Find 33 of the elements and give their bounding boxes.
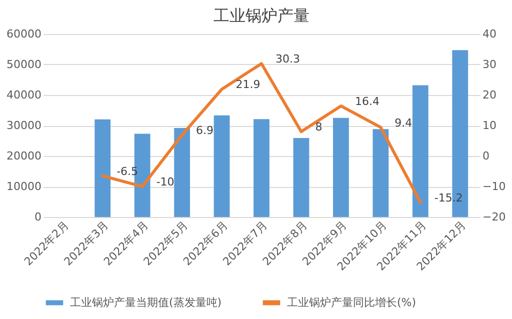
y-tick-label: 10000 [6,180,42,193]
y2-tick-label: 20 [482,88,496,102]
y2-tick-label: −10 [482,180,506,193]
data-label: 9.4 [394,116,412,130]
legend-label: 工业锅炉产量同比增长(%) [287,296,416,309]
bar [412,85,428,217]
bar [94,119,111,217]
data-label: 21.9 [236,78,260,92]
data-label: 16.4 [354,94,380,108]
data-label: 30.3 [276,52,300,66]
legend-label: 工业锅炉产量当期值(蒸发量吨) [70,296,222,309]
y-tick-label: 40000 [6,88,42,102]
bar [254,119,270,217]
y-tick-label: 20000 [6,150,42,162]
data-label: -10 [156,176,174,188]
bar [293,138,310,217]
y-tick-label: 0 [34,210,42,224]
y-tick-label: 60000 [6,28,42,40]
chart-title: 工业锅炉产量 [214,6,310,25]
data-label: 8 [315,120,322,134]
bar [372,129,389,217]
bar [214,115,230,217]
y2-tick-label: −20 [482,210,506,224]
bar [333,118,349,217]
y-tick-label: 50000 [6,58,42,71]
y2-tick-label: 40 [482,28,496,40]
y-tick-label: 30000 [6,119,42,132]
line-series [101,62,422,204]
y2-tick-label: 30 [482,58,496,71]
data-label: 6.9 [196,124,214,137]
y2-tick-label: 10 [482,119,496,132]
bar [174,128,190,217]
y2-tick-label: 0 [482,150,490,162]
